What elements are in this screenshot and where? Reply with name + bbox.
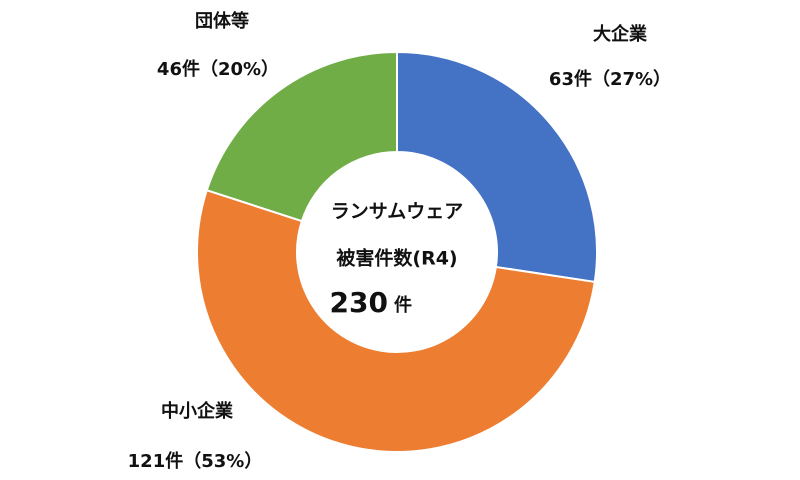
value-label: 46件（20%） — [157, 58, 279, 80]
center-title: ランサムウェア — [331, 201, 464, 223]
category-label: 大企業 — [593, 23, 648, 45]
donut-slice — [396, 50, 598, 284]
donut-slice — [205, 50, 398, 223]
center-subtitle: 被害件数(R4) — [336, 247, 457, 270]
category-label: 団体等 — [195, 10, 249, 32]
donut-slice — [196, 188, 596, 453]
center-total: 230 — [330, 286, 388, 319]
value-label: 63件（27%） — [549, 68, 671, 90]
center-unit: 件 — [394, 294, 412, 316]
category-label: 中小企業 — [161, 400, 234, 422]
value-label: 121件（53%） — [128, 450, 263, 472]
